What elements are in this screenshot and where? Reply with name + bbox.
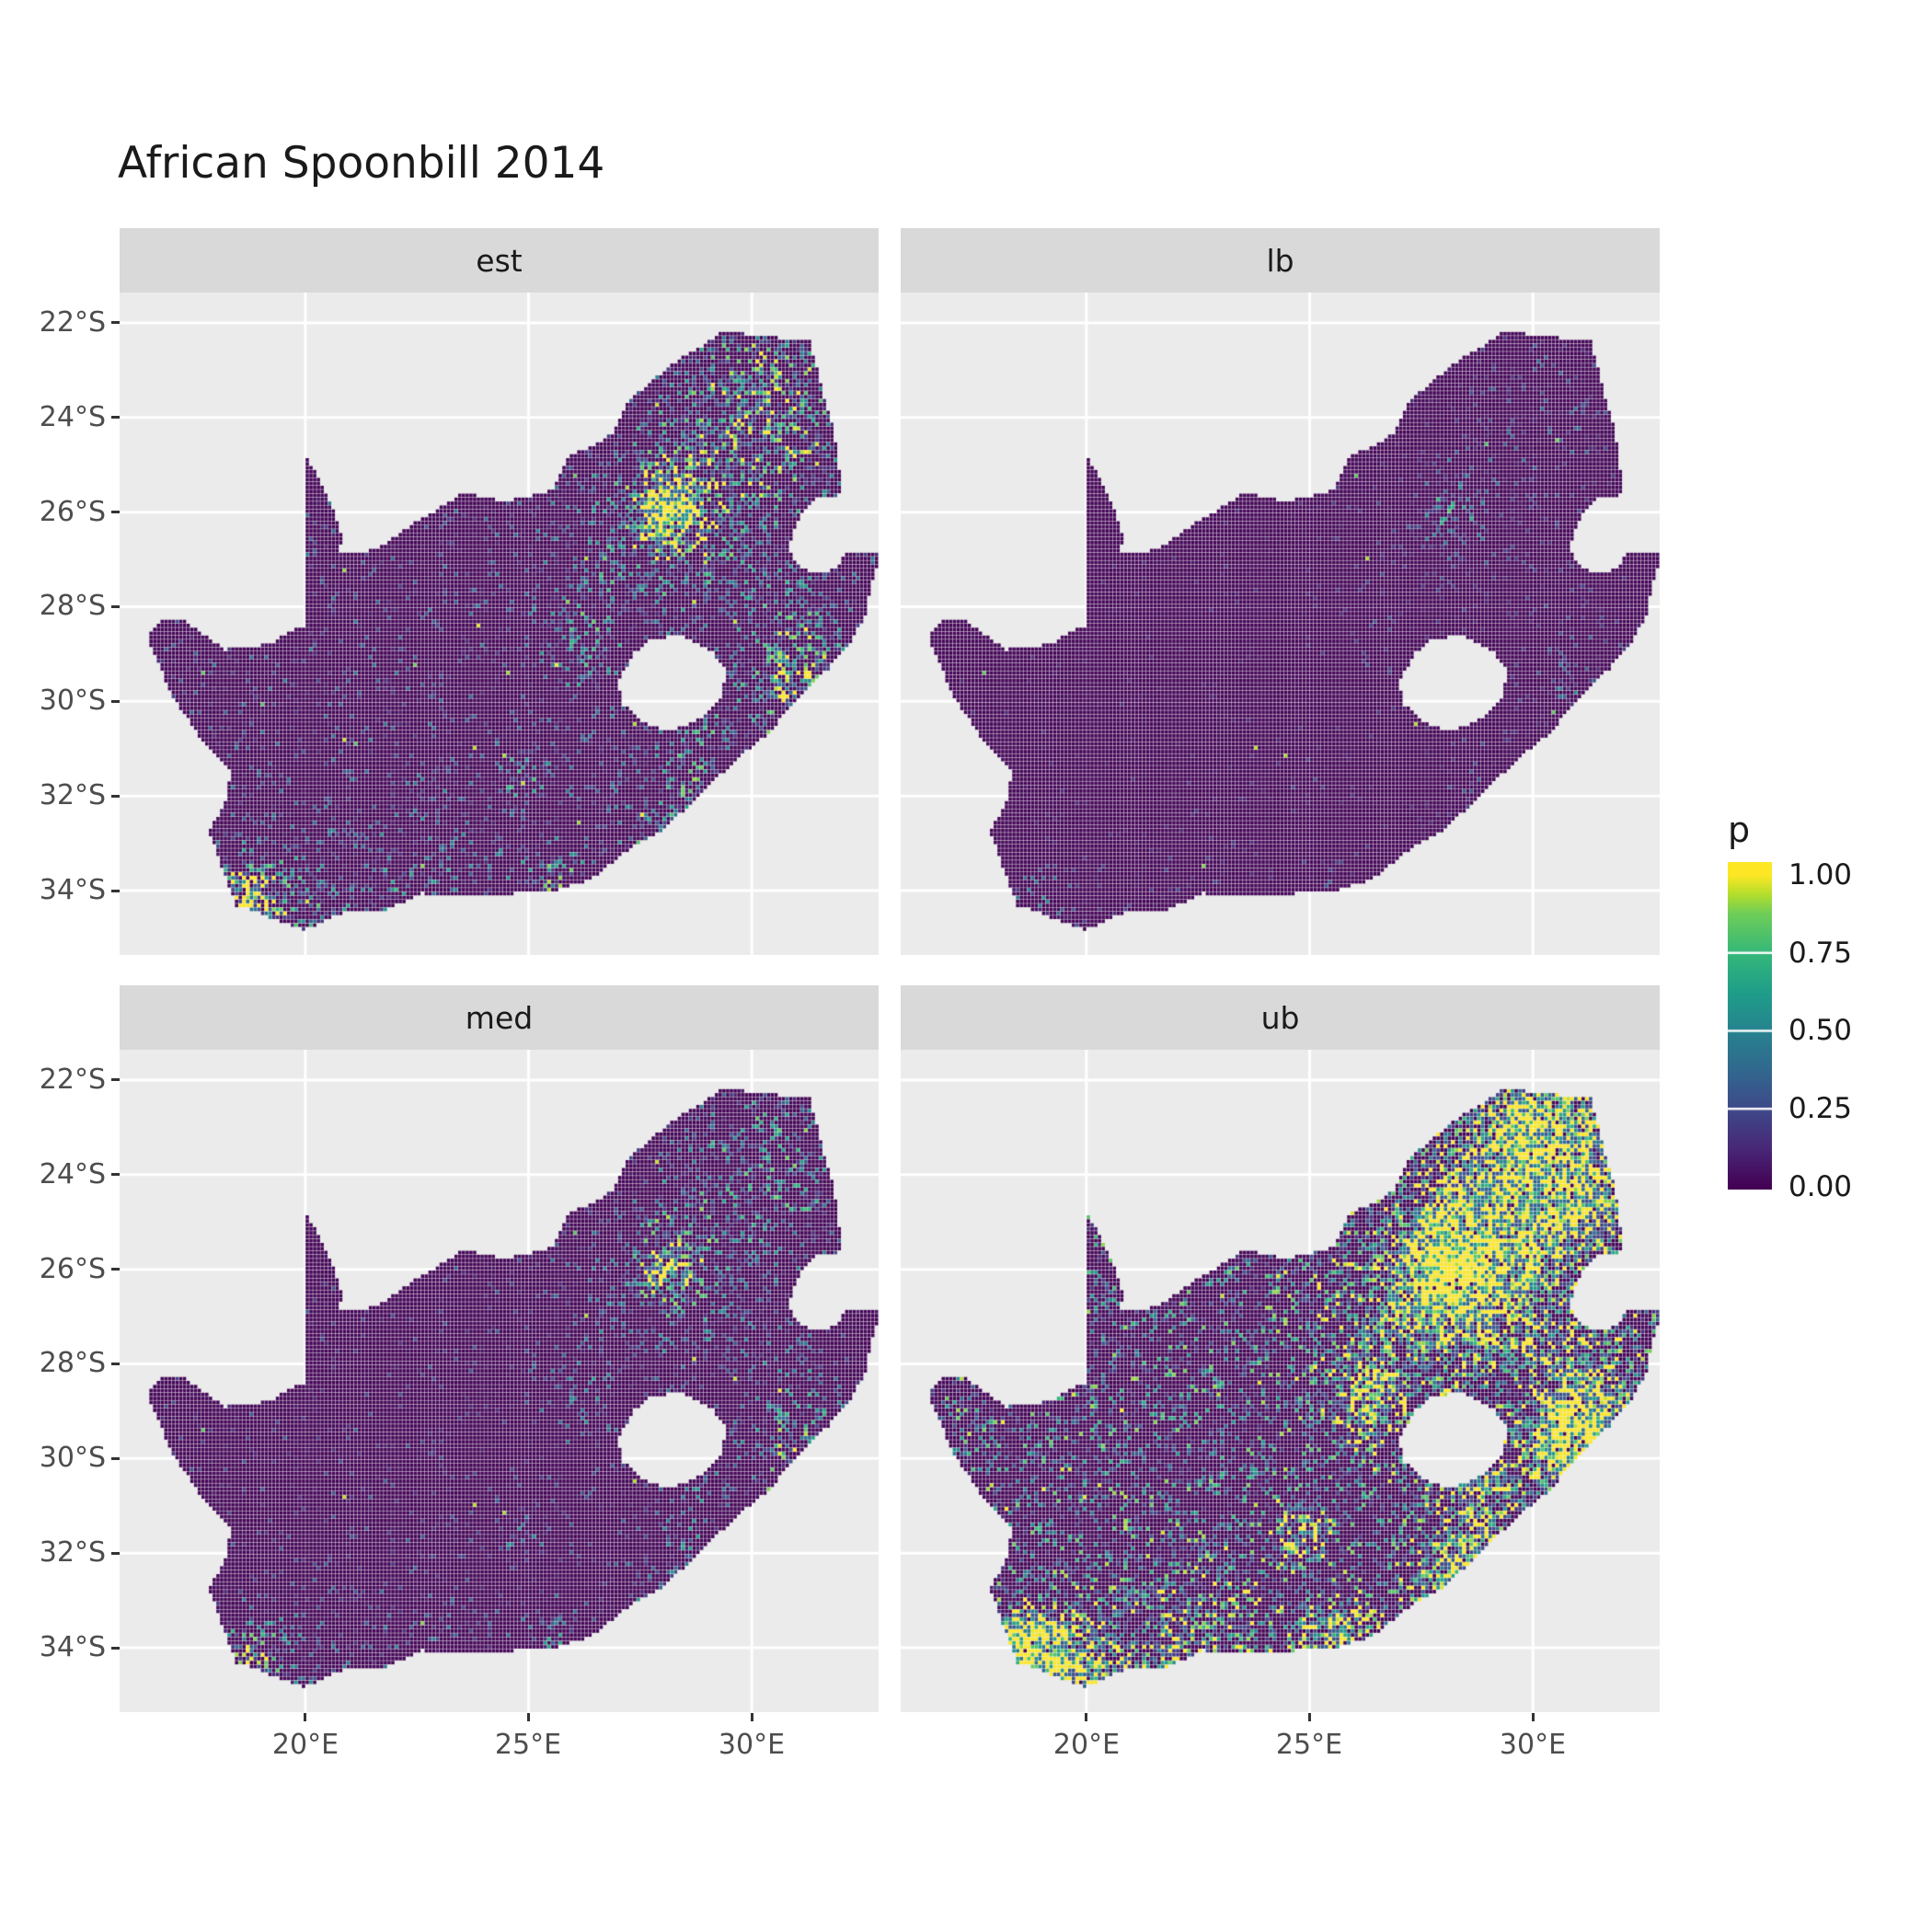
y-tick-label: 24°S bbox=[39, 1158, 106, 1190]
y-tick-label: 34°S bbox=[39, 1631, 106, 1663]
facet-strip-label: est bbox=[476, 242, 523, 279]
tick-mark bbox=[111, 794, 120, 798]
x-tick-label: 20°E bbox=[271, 1729, 339, 1761]
y-tick-label: 32°S bbox=[39, 1536, 106, 1569]
tick-mark bbox=[1085, 1713, 1088, 1721]
x-tick-label: 30°E bbox=[1499, 1729, 1567, 1761]
facet-strip-med: med bbox=[120, 985, 879, 1050]
facet-map-est bbox=[120, 293, 879, 955]
legend-tick-label: 0.75 bbox=[1788, 937, 1853, 970]
tick-mark bbox=[111, 699, 120, 703]
tick-mark bbox=[750, 1713, 753, 1721]
legend-tick-label: 0.50 bbox=[1788, 1014, 1853, 1047]
tick-mark bbox=[111, 1173, 120, 1177]
facet-strip-label: ub bbox=[1260, 999, 1300, 1036]
y-tick-label: 26°S bbox=[39, 1253, 106, 1285]
tick-mark bbox=[111, 604, 120, 608]
legend-tick-label: 0.25 bbox=[1788, 1092, 1853, 1125]
tick-mark bbox=[111, 1456, 120, 1460]
tick-mark bbox=[111, 1551, 120, 1555]
y-tick-label: 24°S bbox=[39, 401, 106, 433]
tick-mark bbox=[111, 1646, 120, 1650]
facet-strip-lb: lb bbox=[901, 228, 1660, 293]
legend-colorbar bbox=[1728, 862, 1772, 1190]
y-tick-label: 22°S bbox=[39, 1064, 106, 1096]
plot-title: African Spoonbill 2014 bbox=[118, 138, 605, 189]
tick-mark bbox=[111, 511, 120, 514]
legend-title: p bbox=[1728, 810, 1751, 850]
tick-mark bbox=[1308, 1713, 1312, 1721]
y-tick-label: 28°S bbox=[39, 590, 106, 622]
y-tick-label: 34°S bbox=[39, 874, 106, 906]
x-tick-label: 25°E bbox=[1275, 1729, 1343, 1761]
y-tick-label: 28°S bbox=[39, 1347, 106, 1379]
legend-tick-label: 0.00 bbox=[1788, 1170, 1853, 1203]
facet-strip-ub: ub bbox=[901, 985, 1660, 1050]
y-tick-label: 30°S bbox=[39, 1442, 106, 1474]
facet-strip-est: est bbox=[120, 228, 879, 293]
tick-mark bbox=[1531, 1713, 1535, 1721]
tick-mark bbox=[111, 1268, 120, 1271]
facet-map-ub bbox=[901, 1050, 1660, 1712]
y-tick-label: 32°S bbox=[39, 779, 106, 811]
tick-mark bbox=[304, 1713, 307, 1721]
y-tick-label: 30°S bbox=[39, 684, 106, 717]
tick-mark bbox=[111, 1078, 120, 1082]
y-tick-label: 22°S bbox=[39, 306, 106, 339]
x-tick-label: 20°E bbox=[1052, 1729, 1121, 1761]
x-tick-label: 30°E bbox=[718, 1729, 786, 1761]
tick-mark bbox=[527, 1713, 531, 1721]
legend-tick-label: 1.00 bbox=[1788, 858, 1853, 891]
y-tick-label: 26°S bbox=[39, 496, 106, 528]
facet-strip-label: med bbox=[465, 999, 534, 1036]
tick-mark bbox=[111, 889, 120, 892]
facet-map-lb bbox=[901, 293, 1660, 955]
tick-mark bbox=[111, 416, 120, 420]
tick-mark bbox=[111, 1362, 120, 1365]
facet-strip-label: lb bbox=[1266, 242, 1294, 279]
x-tick-label: 25°E bbox=[494, 1729, 562, 1761]
tick-mark bbox=[111, 321, 120, 325]
facet-map-med bbox=[120, 1050, 879, 1712]
